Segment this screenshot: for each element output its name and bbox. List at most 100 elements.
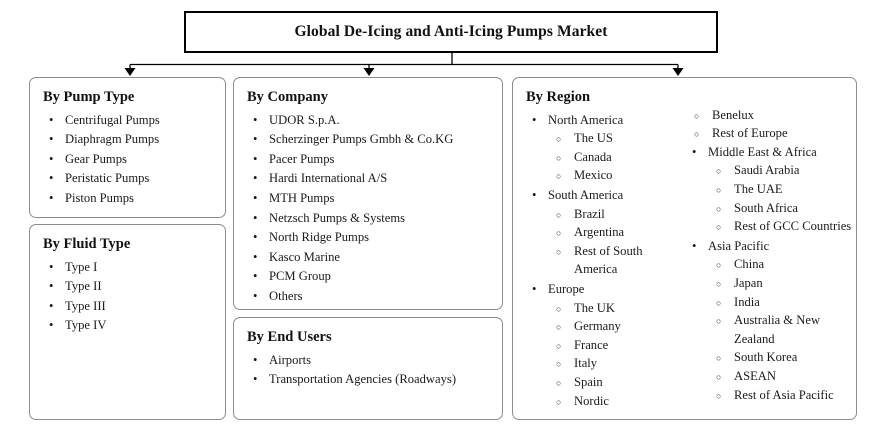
list-item: Brazil: [548, 205, 686, 225]
list-item: Type III: [43, 297, 225, 316]
list-item-label: Scherzinger Pumps Gmbh & Co.KG: [269, 132, 453, 146]
list-item: The UK: [548, 299, 686, 319]
card-body: By Company UDOR S.p.A. Scherzinger Pumps…: [234, 78, 502, 306]
region-label-middle-east-africa: Middle East & Africa: [708, 145, 817, 159]
list-item: Canada: [548, 148, 686, 168]
list-item: MTH Pumps: [247, 189, 502, 208]
list-item: Benelux: [686, 106, 854, 126]
list-item: The US: [548, 129, 686, 149]
list-item: Type I: [43, 258, 225, 277]
region-sublist-south-america: Brazil Argentina Rest of South America: [548, 205, 686, 279]
list-item-label: Piston Pumps: [65, 191, 134, 205]
list-item: Scherzinger Pumps Gmbh & Co.KG: [247, 130, 502, 149]
list-item: Rest of GCC Countries: [708, 217, 854, 237]
list-item-label: Gear Pumps: [65, 152, 127, 166]
list-item-label: Others: [269, 289, 303, 303]
list-item: Saudi Arabia: [708, 161, 854, 181]
list-item: Japan: [708, 274, 854, 294]
list-item-label: Type III: [65, 299, 106, 313]
card-body: By Pump Type Centrifugal Pumps Diaphragm…: [30, 78, 225, 208]
list-item: North America The US Canada Mexico: [526, 111, 686, 186]
list-item-label: PCM Group: [269, 269, 331, 283]
card-heading-fluid-type: By Fluid Type: [43, 236, 131, 252]
list-item: Rest of Asia Pacific: [708, 386, 854, 406]
chart-title-box: Global De-Icing and Anti-Icing Pumps Mar…: [184, 11, 718, 53]
region-sublist-asia-pacific: China Japan India Australia & New Zealan…: [708, 255, 854, 406]
company-list: UDOR S.p.A. Scherzinger Pumps Gmbh & Co.…: [247, 111, 502, 306]
card-by-fluid-type: By Fluid Type Type I Type II Type III Ty…: [29, 224, 226, 420]
list-item: Type II: [43, 277, 225, 296]
card-body: By Region North America The US Canada Me…: [513, 78, 856, 411]
list-item: Spain: [548, 373, 686, 393]
region-list-primary: North America The US Canada Mexico South…: [526, 111, 686, 411]
fluid-type-list: Type I Type II Type III Type IV: [43, 258, 225, 335]
card-heading-end-users: By End Users: [247, 329, 332, 345]
list-item-label: Airports: [269, 353, 311, 367]
list-item-label: Type I: [65, 260, 97, 274]
list-item: Pacer Pumps: [247, 150, 502, 169]
list-item: Rest of South America: [548, 242, 686, 279]
list-item-label: Centrifugal Pumps: [65, 113, 160, 127]
region-label-north-america: North America: [548, 113, 623, 127]
list-item-label: Type IV: [65, 318, 106, 332]
list-item: Peristatic Pumps: [43, 169, 225, 188]
list-item: UDOR S.p.A.: [247, 111, 502, 130]
list-item: India: [708, 293, 854, 313]
list-item: Airports: [247, 351, 502, 370]
card-by-company: By Company UDOR S.p.A. Scherzinger Pumps…: [233, 77, 503, 310]
list-item: Gear Pumps: [43, 150, 225, 169]
card-by-end-users: By End Users Airports Transportation Age…: [233, 317, 503, 420]
end-users-list: Airports Transportation Agencies (Roadwa…: [247, 351, 502, 389]
region-sublist-north-america: The US Canada Mexico: [548, 129, 686, 186]
list-item: France: [548, 336, 686, 356]
list-item: Rest of Europe: [686, 124, 854, 144]
card-body: By End Users Airports Transportation Age…: [234, 318, 502, 389]
list-item: Piston Pumps: [43, 189, 225, 208]
list-item-label: Netzsch Pumps & Systems: [269, 211, 405, 225]
card-heading-region: By Region: [526, 89, 591, 105]
list-item-label: Pacer Pumps: [269, 152, 334, 166]
list-item: Others: [247, 287, 502, 306]
list-item: Europe The UK Germany France Italy Spain…: [526, 280, 686, 412]
pump-type-list: Centrifugal Pumps Diaphragm Pumps Gear P…: [43, 111, 225, 208]
list-item: South Africa: [708, 199, 854, 219]
list-item: Hardi International A/S: [247, 169, 502, 188]
page-title: Global De-Icing and Anti-Icing Pumps Mar…: [294, 23, 608, 40]
region-sublist-europe: The UK Germany France Italy Spain Nordic: [548, 299, 686, 412]
list-item-label: North Ridge Pumps: [269, 230, 369, 244]
card-heading-company: By Company: [247, 89, 328, 105]
card-heading-pump-type: By Pump Type: [43, 89, 135, 105]
list-item-label: Hardi International A/S: [269, 171, 387, 185]
region-list-secondary: Middle East & Africa Saudi Arabia The UA…: [686, 143, 854, 406]
card-body: By Fluid Type Type I Type II Type III Ty…: [30, 225, 225, 335]
list-item-label: UDOR S.p.A.: [269, 113, 340, 127]
list-item: Germany: [548, 317, 686, 337]
list-item-label: Type II: [65, 279, 102, 293]
list-item: South America Brazil Argentina Rest of S…: [526, 186, 686, 279]
region-column-left: North America The US Canada Mexico South…: [526, 106, 686, 412]
list-item: South Korea: [708, 348, 854, 368]
region-columns: North America The US Canada Mexico South…: [526, 106, 856, 412]
list-item: Australia & New Zealand: [708, 311, 854, 348]
region-sublist-middle-east-africa: Saudi Arabia The UAE South Africa Rest o…: [708, 161, 854, 237]
list-item-label: Diaphragm Pumps: [65, 132, 159, 146]
list-item-label: Peristatic Pumps: [65, 171, 149, 185]
list-item: Asia Pacific China Japan India Australia…: [686, 237, 854, 406]
card-by-pump-type: By Pump Type Centrifugal Pumps Diaphragm…: [29, 77, 226, 218]
region-label-south-america: South America: [548, 188, 623, 202]
list-item: ASEAN: [708, 367, 854, 387]
list-item: Centrifugal Pumps: [43, 111, 225, 130]
list-item: Mexico: [548, 166, 686, 186]
list-item: Diaphragm Pumps: [43, 130, 225, 149]
list-item: PCM Group: [247, 267, 502, 286]
list-item-label: Transportation Agencies (Roadways): [269, 372, 456, 386]
region-column-right: Benelux Rest of Europe Middle East & Afr…: [686, 106, 854, 406]
list-item: China: [708, 255, 854, 275]
list-item: Netzsch Pumps & Systems: [247, 209, 502, 228]
region-label-asia-pacific: Asia Pacific: [708, 239, 769, 253]
list-item: North Ridge Pumps: [247, 228, 502, 247]
list-item: Nordic: [548, 392, 686, 412]
region-sublist-europe-continued: Benelux Rest of Europe: [686, 106, 854, 144]
list-item: Italy: [548, 354, 686, 374]
